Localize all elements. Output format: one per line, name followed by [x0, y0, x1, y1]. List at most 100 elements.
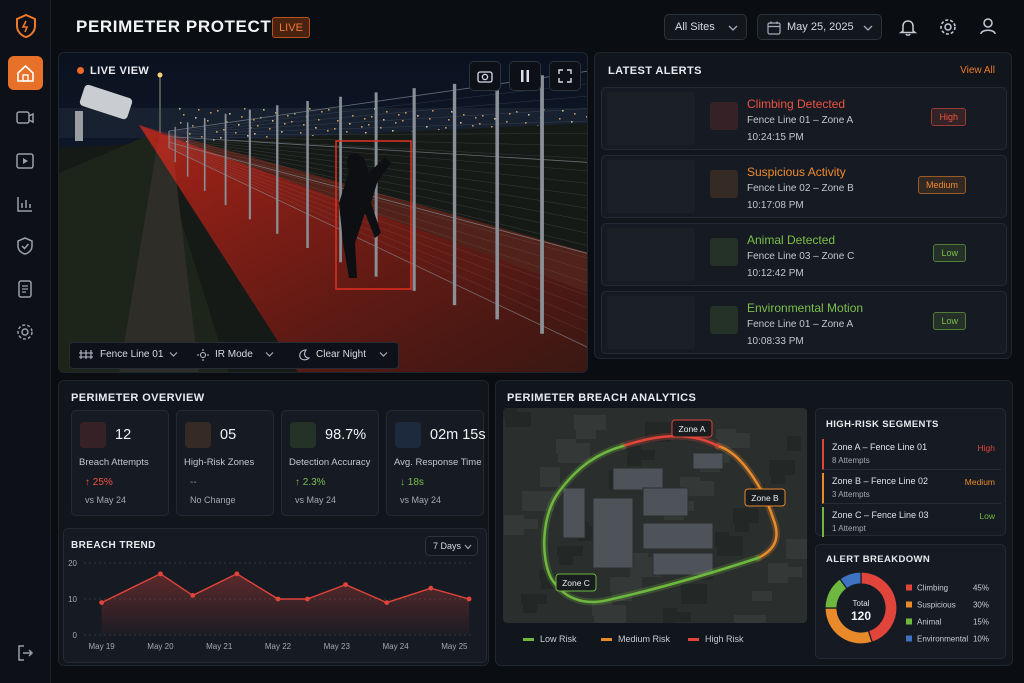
weather-select[interactable]: Clear Night	[286, 343, 396, 366]
city-light	[217, 110, 219, 112]
stat-change: --	[190, 477, 197, 488]
map-texture	[540, 467, 560, 487]
date-picker[interactable]: May 25, 2025	[757, 14, 882, 40]
map-texture	[682, 481, 714, 496]
alert-title: Suspicious Activity	[747, 165, 846, 179]
fence-mesh	[168, 142, 587, 259]
pause-button[interactable]	[509, 61, 541, 91]
city-light	[574, 113, 576, 115]
snapshot-button[interactable]	[469, 61, 501, 91]
city-light	[266, 136, 268, 138]
city-light	[229, 113, 231, 115]
fullscreen-button[interactable]	[549, 61, 581, 91]
stat-value: 02m 15s	[430, 427, 486, 443]
city-light	[186, 141, 188, 143]
notifications[interactable]	[898, 17, 918, 37]
city-light	[472, 125, 474, 127]
stat-comparison: vs May 24	[295, 495, 337, 505]
city-light	[586, 116, 587, 118]
sun-icon	[197, 349, 209, 361]
fence-mesh	[168, 137, 587, 172]
total-value: 120	[851, 609, 871, 623]
city-light	[272, 120, 274, 122]
x-tick-label: May 25	[441, 642, 468, 651]
city-light	[213, 139, 215, 141]
city-light	[287, 115, 289, 117]
breach-trend-chart: 0 10 20 May 19 May 20 May 21 May 22 May 23 May 2…	[68, 559, 472, 651]
alert-item[interactable]: Climbing Detected Fence Line 01 – Zone A 1…	[601, 87, 1007, 150]
legend-swatch	[688, 638, 699, 642]
live-view-panel: LIVE VIEW Fence Line 01 IR Mode Clear Ni…	[58, 52, 588, 373]
stat-card: 02m 15s Avg. Response Time ↓ 18s vs May 24	[386, 410, 486, 516]
city-light	[291, 121, 293, 123]
nav-video[interactable]	[15, 151, 35, 171]
site-map: Zone A Zone B Zone C	[503, 408, 807, 623]
city-light	[395, 122, 397, 124]
building	[592, 497, 634, 569]
alert-location: Fence Line 01 – Zone A	[747, 115, 854, 126]
city-light	[337, 120, 339, 122]
city-light	[509, 113, 511, 115]
city-light	[405, 112, 407, 114]
city-light	[346, 131, 348, 133]
site-filter[interactable]: All Sites	[664, 14, 747, 40]
control-label: Fence Line 01	[100, 349, 164, 360]
trend-point	[343, 582, 349, 587]
stat-comparison: vs May 24	[85, 495, 127, 505]
city-light	[460, 122, 462, 124]
map-texture	[665, 612, 691, 622]
panel-title: PERIMETER BREACH ANALYTICS	[507, 392, 697, 404]
city-light	[300, 132, 302, 134]
range-filter-label: 7 Days	[433, 541, 462, 551]
view-all-link[interactable]: View All	[960, 65, 995, 76]
stat-comparison: No Change	[190, 495, 236, 505]
perimeter-route	[621, 434, 720, 448]
nav-reports[interactable]	[15, 279, 35, 299]
nav-home[interactable]	[8, 56, 43, 90]
stat-label: Avg. Response Time	[394, 457, 482, 468]
city-light	[263, 109, 265, 111]
legend-label: High Risk	[705, 634, 744, 644]
city-light	[328, 109, 330, 111]
city-light	[571, 121, 573, 123]
fence-mesh	[168, 142, 587, 246]
city-light	[195, 117, 197, 119]
chevron	[863, 25, 873, 31]
zone-marker	[555, 573, 597, 592]
building	[652, 552, 714, 576]
y-tick-label: 0	[73, 631, 78, 640]
stat-label: Breach Attempts	[79, 457, 149, 468]
city-light	[257, 125, 259, 127]
nav-logout[interactable]	[15, 643, 35, 663]
map-texture	[787, 436, 801, 451]
fence-line-select[interactable]: Fence Line 01	[70, 343, 184, 366]
city-light	[506, 121, 508, 123]
nav-shield[interactable]	[15, 236, 35, 256]
fence-mesh	[168, 144, 587, 284]
range-filter[interactable]: 7 Days	[425, 536, 478, 556]
alert-title: Environmental Motion	[747, 301, 864, 315]
stat-label: Detection Accuracy	[289, 457, 371, 468]
city-light	[254, 133, 256, 135]
fence-mesh	[168, 140, 587, 221]
city-light	[269, 128, 271, 130]
ir-mode-select[interactable]: IR Mode	[188, 343, 280, 366]
zone-label: Zone B	[751, 493, 779, 503]
nav-settings[interactable]	[15, 322, 35, 342]
settings[interactable]	[938, 17, 958, 37]
zone-marker	[671, 419, 713, 438]
nav-analytics[interactable]	[15, 194, 35, 214]
legend-label: Animal	[917, 618, 942, 627]
high-risk-segments-card: HIGH-RISK SEGMENTS Zone A – Fence Line 0…	[815, 408, 1006, 537]
alert-item[interactable]: Animal Detected Fence Line 03 – Zone C 10:…	[601, 223, 1007, 286]
alert-item[interactable]: Suspicious Activity Fence Line 02 – Zone …	[601, 155, 1007, 218]
zone-label: Zone A	[679, 424, 706, 434]
nav-camera[interactable]	[15, 108, 35, 128]
fence-wire	[168, 141, 587, 254]
city-light	[179, 108, 181, 110]
alert-item[interactable]: Environmental Motion Fence Line 01 – Zone…	[601, 291, 1007, 354]
city-light	[303, 124, 305, 126]
user-profile[interactable]	[978, 16, 998, 36]
trend-point	[304, 596, 310, 602]
